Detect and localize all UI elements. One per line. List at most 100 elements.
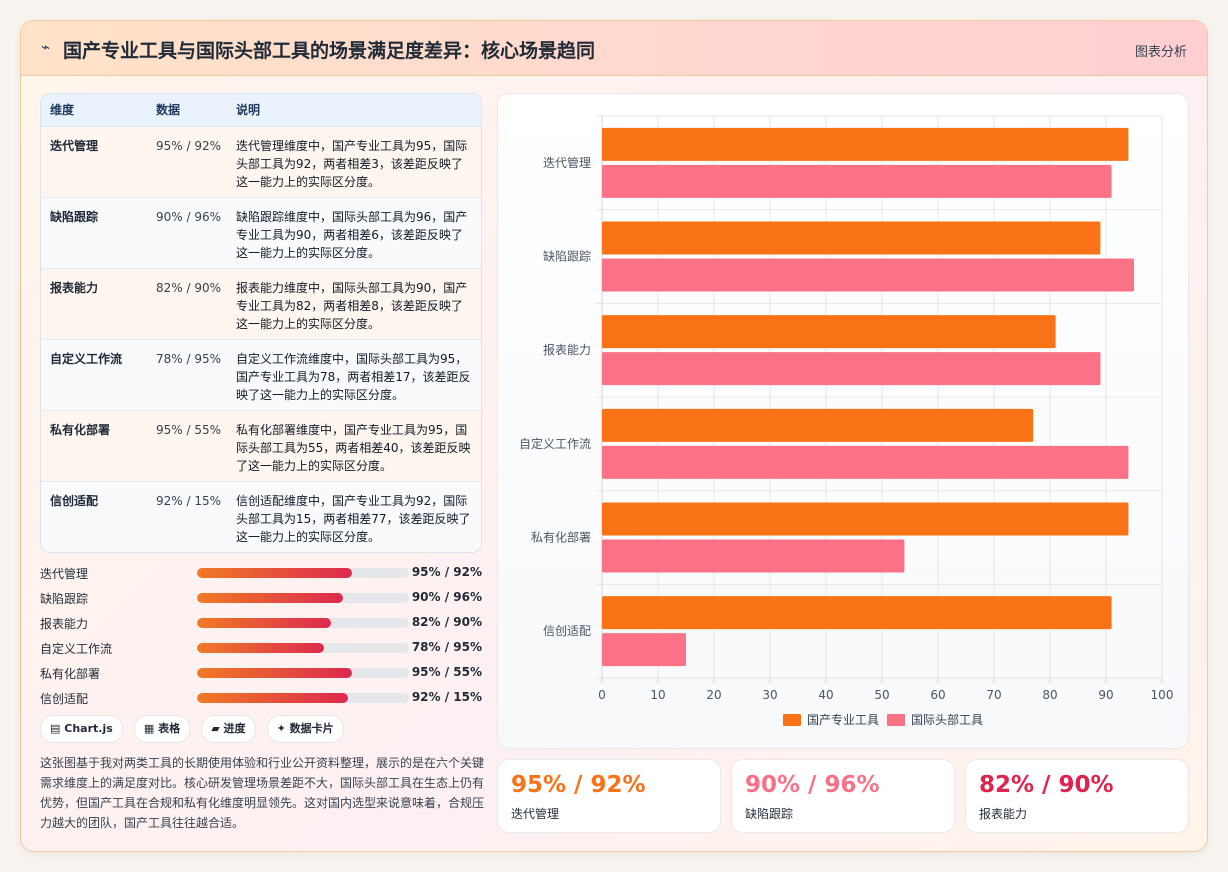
- column-header: 说明: [227, 94, 481, 127]
- table-header-row: 维度 数据 说明: [41, 94, 481, 127]
- progress-row: 信创适配 92% / 15%: [40, 688, 482, 713]
- table-row: 缺陷跟踪 90% / 96% 缺陷跟踪维度中，国际头部工具为96，国产专业工具为…: [41, 197, 481, 269]
- table-cell-value: 90% / 96%: [147, 197, 227, 269]
- progress-label: 自定义工作流: [40, 642, 113, 656]
- legend-swatch: [783, 714, 801, 726]
- bar: [602, 633, 686, 667]
- table-cell-description: 自定义工作流维度中，国际头部工具为95，国产专业工具为78，两者相差17，该差距…: [227, 339, 481, 411]
- progress-fill: [197, 693, 348, 703]
- legend-label: 国际头部工具: [911, 712, 983, 727]
- legend-swatch: [887, 714, 905, 726]
- table-cell-value: 95% / 55%: [147, 410, 227, 482]
- stat-value: 95% / 92%: [511, 772, 646, 798]
- x-tick-label: 80: [1042, 688, 1057, 702]
- progress-track: [197, 593, 409, 603]
- bar: [602, 502, 1129, 536]
- category-label: 缺陷跟踪: [543, 249, 591, 264]
- chip-chartjs[interactable]: ▤ Chart.js: [40, 715, 123, 743]
- progress-track: [197, 568, 409, 578]
- table-cell-value: 78% / 95%: [147, 339, 227, 411]
- category-label: 报表能力: [543, 342, 591, 357]
- table-cell-dimension: 信创适配: [50, 493, 99, 508]
- chip-label: 进度: [223, 722, 246, 735]
- table-cell-dimension: 缺陷跟踪: [41, 197, 147, 269]
- progress-label: 私有化部署: [40, 667, 101, 681]
- bar: [602, 315, 1056, 349]
- x-tick-label: 10: [650, 688, 665, 702]
- progress-value: 90% / 96%: [411, 590, 482, 604]
- bar-chart: 0 10 20 30 40 50 60 70 80 90 100 迭代管理缺陷跟踪报表能力自定义工作流…: [519, 115, 1174, 727]
- progress-track: [197, 643, 409, 653]
- bar: [602, 164, 1112, 198]
- progress-label: 缺陷跟踪: [40, 592, 89, 606]
- progress-row: 报表能力 82% / 90%: [40, 613, 482, 638]
- bar: [602, 539, 905, 573]
- bar: [602, 596, 1112, 630]
- stat-card: 95% / 92% 迭代管理: [497, 759, 721, 833]
- progress-label: 信创适配: [40, 692, 89, 706]
- x-tick-label: 20: [706, 688, 721, 702]
- progress-fill: [197, 618, 331, 628]
- column-header: 数据: [147, 94, 227, 127]
- stat-card: 90% / 96% 缺陷跟踪: [731, 759, 955, 833]
- category-label: 迭代管理: [543, 155, 591, 170]
- table-cell-dimension: 迭代管理: [41, 126, 147, 198]
- table-row: 迭代管理 95% / 92% 迭代管理维度中，国产专业工具为95，国际头部工具为…: [41, 126, 481, 198]
- chip-data-card[interactable]: ✦ 数据卡片: [266, 715, 344, 743]
- x-tick-label: 40: [818, 688, 833, 702]
- progress-label: 迭代管理: [40, 567, 89, 581]
- table-cell-description: 缺陷跟踪维度中，国际头部工具为96，国产专业工具为90，两者相差6，该差距反映了…: [227, 197, 481, 269]
- table-cell-description: 私有化部署维度中，国产专业工具为95，国际头部工具为55，两者相差40，该差距反…: [227, 410, 481, 482]
- bar: [602, 221, 1101, 255]
- chip-table[interactable]: ▦ 表格: [133, 715, 191, 743]
- chart-icon: ⌁: [41, 38, 51, 56]
- bar: [602, 408, 1034, 442]
- progress-value: 95% / 92%: [411, 565, 482, 579]
- progress-track: [197, 618, 409, 628]
- chip-label: Chart.js: [64, 722, 113, 735]
- stat-label: 报表能力: [979, 807, 1028, 821]
- summary-text: 这张图基于我对两类工具的长期使用体验和行业公开资料整理，展示的是在六个关键需求维…: [40, 756, 485, 830]
- table-row: 报表能力 82% / 90% 报表能力维度中，国际头部工具为90，国产专业工具为…: [41, 268, 481, 340]
- progress-label: 报表能力: [40, 617, 89, 631]
- table-cell-value: 82% / 90%: [147, 268, 227, 340]
- bar: [602, 445, 1129, 479]
- x-tick-label: 90: [1098, 688, 1113, 702]
- progress-row: 自定义工作流 78% / 95%: [40, 638, 482, 663]
- sparkle-icon: ✦: [276, 722, 286, 735]
- chip-progress[interactable]: ▰ 进度: [201, 715, 256, 743]
- progress-fill: [197, 568, 352, 578]
- stat-label: 缺陷跟踪: [745, 807, 794, 821]
- category-label: 自定义工作流: [519, 436, 591, 451]
- data-table: 维度 数据 说明 迭代管理 95% / 92% 迭代管理维度中，国产专业工具为9…: [40, 93, 482, 553]
- progress-icon: ▰: [211, 722, 220, 735]
- main-card: ⌁ 国产专业工具与国际头部工具的场景满足度差异：核心场景趋同 图表分析 维度 数…: [20, 20, 1208, 852]
- table-cell-dimension: 报表能力: [41, 268, 147, 340]
- page-title: 国产专业工具与国际头部工具的场景满足度差异：核心场景趋同: [63, 40, 596, 62]
- progress-list: 迭代管理 95% / 92% 缺陷跟踪 90% / 96% 报表能力 82% /…: [40, 563, 482, 713]
- progress-value: 78% / 95%: [411, 640, 482, 654]
- progress-fill: [197, 643, 325, 653]
- progress-track: [197, 668, 409, 678]
- category-label: 私有化部署: [531, 530, 591, 545]
- progress-row: 迭代管理 95% / 92%: [40, 563, 482, 588]
- chip-label: 数据卡片: [289, 722, 334, 735]
- table-row: 信创适配 92% / 15% 信创适配维度中，国产专业工具为92，国际头部工具为…: [41, 481, 481, 552]
- chart-icon: ▤: [50, 722, 61, 735]
- x-tick-label: 100: [1151, 688, 1174, 702]
- table-row: 自定义工作流 78% / 95% 自定义工作流维度中，国际头部工具为95，国产专…: [41, 339, 481, 411]
- category-label: 信创适配: [543, 624, 591, 638]
- stat-value: 90% / 96%: [745, 772, 880, 798]
- stat-card: 82% / 90% 报表能力: [965, 759, 1189, 833]
- table-cell-description: 信创适配维度中，国产专业工具为92，国际头部工具为15，两者相差77，该差距反映…: [236, 493, 471, 544]
- x-tick-label: 50: [874, 688, 889, 702]
- table-cell-description: 迭代管理维度中，国产专业工具为95，国际头部工具为92，两者相差3，该差距反映了…: [227, 126, 481, 198]
- table-cell-dimension: 私有化部署: [41, 410, 147, 482]
- progress-value: 92% / 15%: [411, 690, 482, 704]
- bar: [602, 258, 1134, 292]
- table-cell-description: 报表能力维度中，国际头部工具为90，国产专业工具为82，两者相差8，该差距反映了…: [227, 268, 481, 340]
- bar: [602, 352, 1101, 386]
- progress-value: 82% / 90%: [411, 615, 482, 629]
- progress-row: 私有化部署 95% / 55%: [40, 663, 482, 688]
- progress-fill: [197, 593, 344, 603]
